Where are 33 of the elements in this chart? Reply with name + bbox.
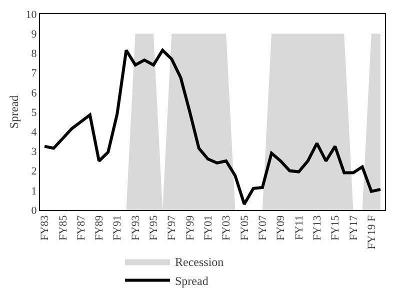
x-tick-label: FY87 bbox=[75, 214, 88, 240]
x-tick-label: FY11 bbox=[293, 215, 306, 240]
y-tick-label: 5 bbox=[31, 106, 38, 119]
x-tick-label: FY85 bbox=[57, 214, 70, 240]
x-tick-label: FY17 bbox=[348, 214, 360, 240]
y-tick-label: 10 bbox=[26, 8, 38, 21]
y-tick-label: 4 bbox=[31, 126, 38, 138]
y-tick-label: 7 bbox=[31, 68, 38, 80]
x-tick-label: FY13 bbox=[311, 214, 324, 240]
y-tick-label: 3 bbox=[31, 146, 38, 158]
x-tick-label: FY99 bbox=[184, 214, 196, 240]
y-tick-label: 6 bbox=[31, 87, 38, 100]
x-tick-label: FY01 bbox=[202, 215, 215, 240]
x-tick-label: FY83 bbox=[39, 214, 52, 240]
y-tick-label: 8 bbox=[31, 48, 38, 60]
x-tick-label: FY15 bbox=[330, 214, 342, 240]
legend-label: Recession bbox=[175, 254, 224, 269]
x-tick-label: FY09 bbox=[275, 214, 288, 240]
x-tick-label: FY91 bbox=[112, 215, 124, 240]
y-axis-title: Spread bbox=[7, 95, 22, 129]
x-tick-label: FY95 bbox=[148, 214, 160, 240]
x-tick-label: FY19 F bbox=[366, 215, 378, 250]
x-tick-label: FY05 bbox=[238, 214, 251, 240]
x-tick-label: FY89 bbox=[94, 214, 106, 240]
legend-label: Spread bbox=[175, 274, 208, 288]
y-tick-label: 0 bbox=[31, 204, 38, 217]
y-tick-label: 9 bbox=[31, 28, 38, 40]
x-tick-label: FY03 bbox=[220, 214, 233, 240]
y-tick-label: 1 bbox=[31, 185, 37, 198]
x-tick-label: FY93 bbox=[130, 214, 142, 240]
x-tick-label: FY97 bbox=[166, 214, 178, 240]
x-tick-label: FY07 bbox=[257, 214, 270, 240]
y-tick-label: 2 bbox=[31, 166, 37, 178]
